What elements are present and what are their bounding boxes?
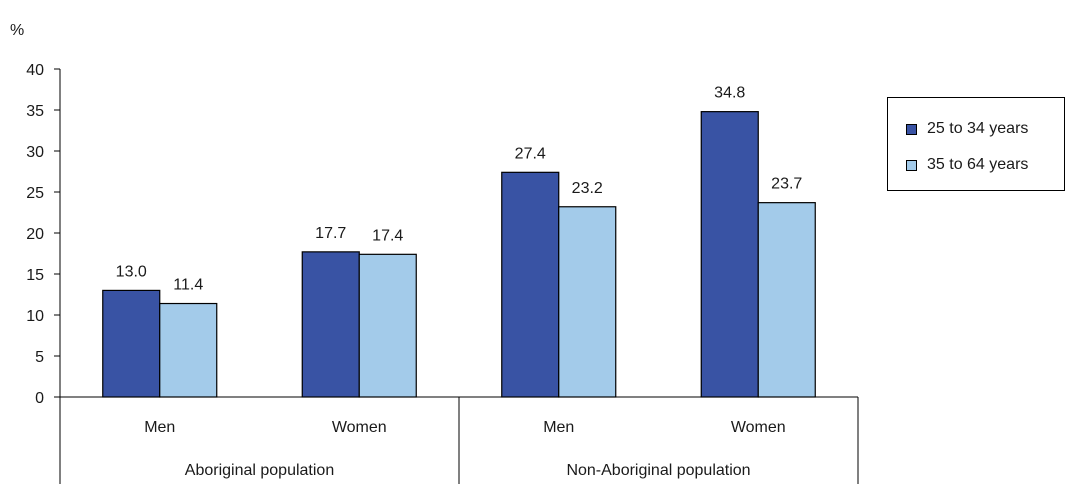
- y-tick-label: 20: [26, 226, 44, 243]
- x-category-label: Men: [543, 419, 574, 436]
- bar-data-label: 17.7: [315, 225, 346, 242]
- bar-data-label: 23.7: [771, 176, 802, 193]
- bar-data-label: 11.4: [173, 277, 203, 294]
- y-axis-unit-label: %: [10, 22, 25, 39]
- x-category-label: Men: [144, 419, 175, 436]
- y-tick-label: 15: [26, 267, 44, 284]
- legend-label-series-1: 25 to 34 years: [927, 120, 1029, 137]
- y-tick-label: 40: [26, 62, 44, 79]
- y-tick-label: 35: [26, 103, 44, 120]
- bar-series-2: [358, 253, 417, 398]
- bar-data-label: 17.4: [372, 227, 403, 244]
- x-category-label: Women: [332, 419, 387, 436]
- x-category-label: Women: [731, 419, 786, 436]
- y-tick-label: 5: [35, 349, 44, 366]
- chart-legend: 25 to 34 years 35 to 64 years: [887, 97, 1065, 191]
- legend-item-series-1: 25 to 34 years: [906, 119, 1028, 139]
- bar-series-1: [102, 289, 161, 398]
- legend-label-series-2: 35 to 64 years: [927, 156, 1029, 173]
- x-group-label: Aboriginal population: [185, 462, 334, 479]
- bar-series-1: [700, 111, 759, 398]
- legend-swatch-series-2: [906, 159, 917, 171]
- bar-data-label: 23.2: [572, 180, 603, 197]
- y-tick-label: 25: [26, 185, 44, 202]
- legend-swatch-series-1: [906, 123, 917, 135]
- legend-item-series-2: 35 to 64 years: [906, 155, 1028, 175]
- y-tick-label: 10: [26, 308, 44, 325]
- bar-series-1: [301, 251, 360, 398]
- bar-series-2: [159, 302, 218, 398]
- y-tick-label: 0: [35, 390, 44, 407]
- bar-series-2: [757, 202, 816, 398]
- bar-series-1: [501, 171, 560, 398]
- bar-series-2: [558, 206, 617, 398]
- bar-data-label: 34.8: [714, 85, 745, 102]
- bar-data-label: 13.0: [116, 263, 147, 280]
- bar-data-label: 27.4: [515, 145, 546, 162]
- y-tick-label: 30: [26, 144, 44, 161]
- x-group-label: Non-Aboriginal population: [566, 462, 750, 479]
